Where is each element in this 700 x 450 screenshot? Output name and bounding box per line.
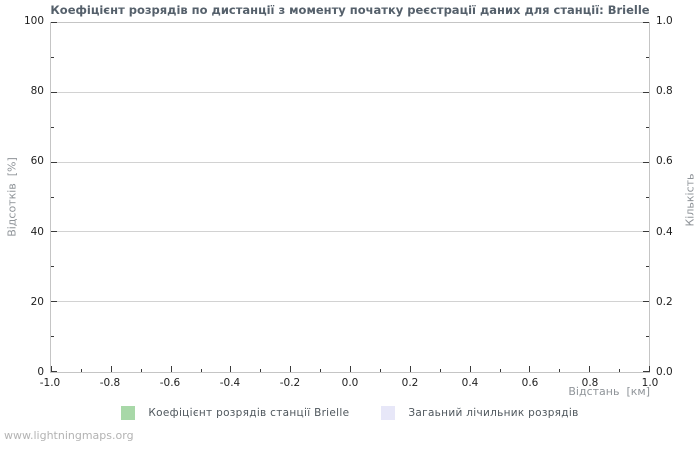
- gridline: [51, 161, 649, 163]
- y-axis-label-right: Кількість: [683, 173, 697, 227]
- x-tick-label: 0.2: [401, 377, 419, 389]
- x-tick: [499, 369, 501, 372]
- x-tick: [51, 366, 52, 372]
- x-tick-label: 0.4: [461, 377, 479, 389]
- y-tick-right: [643, 371, 649, 372]
- x-tick: [80, 369, 82, 372]
- y-tick-right: [643, 161, 649, 163]
- x-axis-label: Відстань [км]: [568, 385, 650, 398]
- y-tick-label-right: 0.6: [656, 155, 673, 168]
- x-tick-label: 0.6: [521, 377, 539, 389]
- x-tick: [230, 366, 232, 372]
- y-tick-label-right: 0.8: [656, 85, 673, 98]
- y-tick-left: [51, 301, 57, 303]
- y-tick-left: [51, 266, 54, 268]
- legend-label-total-counter: Загаьний лічильник розрядів: [408, 407, 579, 419]
- x-tick: [469, 366, 471, 372]
- x-tick-label: -0.6: [159, 377, 181, 389]
- y-tick-left: [51, 22, 57, 23]
- x-tick: [350, 366, 351, 372]
- y-tick-label-left: 100: [23, 15, 44, 27]
- legend-swatch-coefficient: [121, 406, 136, 420]
- x-tick-label: 0.8: [581, 377, 599, 389]
- x-tick: [140, 369, 142, 372]
- gridline: [51, 301, 649, 303]
- y-tick-left: [51, 56, 54, 58]
- y-tick-label-left: 20: [30, 295, 44, 308]
- y-tick-right: [646, 126, 649, 128]
- x-tick: [379, 369, 381, 372]
- y-tick-left: [51, 161, 57, 163]
- x-tick: [320, 369, 322, 372]
- y-tick-left: [51, 126, 54, 128]
- y-tick-left: [51, 91, 57, 93]
- legend-label-coefficient: Коефіцієнт розрядів станції Brielle: [148, 407, 350, 419]
- x-tick-label: -1.0: [39, 377, 61, 389]
- y-tick-label-right: 0.4: [656, 225, 673, 238]
- x-tick: [589, 366, 591, 372]
- y-tick-right: [643, 231, 649, 233]
- x-tick: [260, 369, 262, 372]
- y-tick-label-left: 60: [30, 155, 44, 168]
- y-tick-label-left: 40: [30, 225, 44, 238]
- x-tick-label: -0.8: [99, 377, 121, 389]
- legend-swatch-total-counter: [381, 406, 396, 420]
- watermark: www.lightningmaps.org: [4, 429, 134, 442]
- x-tick: [170, 366, 172, 372]
- x-tick-label: 1.0: [641, 377, 659, 389]
- gridline: [51, 231, 649, 233]
- y-tick-right: [646, 196, 649, 198]
- plot-area: [50, 22, 650, 373]
- x-tick: [110, 366, 112, 372]
- y-tick-right: [643, 91, 649, 93]
- x-tick: [290, 366, 292, 372]
- y-tick-label-right: 1.0: [656, 15, 673, 27]
- chart-title: Коефіцієнт розрядів по дистанції з момен…: [50, 3, 650, 17]
- x-tick: [439, 369, 441, 372]
- x-tick-label: -0.4: [219, 377, 241, 389]
- gridline: [51, 91, 649, 93]
- x-tick: [200, 369, 202, 372]
- y-tick-left: [51, 231, 57, 233]
- x-tick-label: 0.0: [341, 377, 359, 389]
- y-tick-right: [646, 56, 649, 58]
- y-tick-label-right: 0.0: [656, 366, 673, 378]
- y-tick-right: [643, 301, 649, 303]
- legend-item-total-counter: Загаьний лічильник розрядів: [381, 406, 578, 420]
- x-tick: [529, 366, 531, 372]
- x-tick-label: -0.2: [279, 377, 301, 389]
- x-tick: [559, 369, 561, 372]
- legend: Коефіцієнт розрядів станції Brielle Зага…: [0, 406, 700, 420]
- y-tick-left: [51, 196, 54, 198]
- y-tick-right: [643, 22, 649, 23]
- y-tick-right: [646, 336, 649, 338]
- y-tick-label-left: 80: [30, 85, 44, 98]
- y-tick-label-right: 0.2: [656, 295, 673, 308]
- y-tick-right: [646, 266, 649, 268]
- x-tick: [619, 369, 621, 372]
- x-tick: [409, 366, 411, 372]
- legend-item-coefficient: Коефіцієнт розрядів станції Brielle: [121, 406, 349, 420]
- y-tick-label-left: 0: [37, 366, 44, 378]
- y-tick-left: [51, 336, 54, 338]
- x-tick: [649, 366, 650, 372]
- y-tick-left: [51, 371, 57, 372]
